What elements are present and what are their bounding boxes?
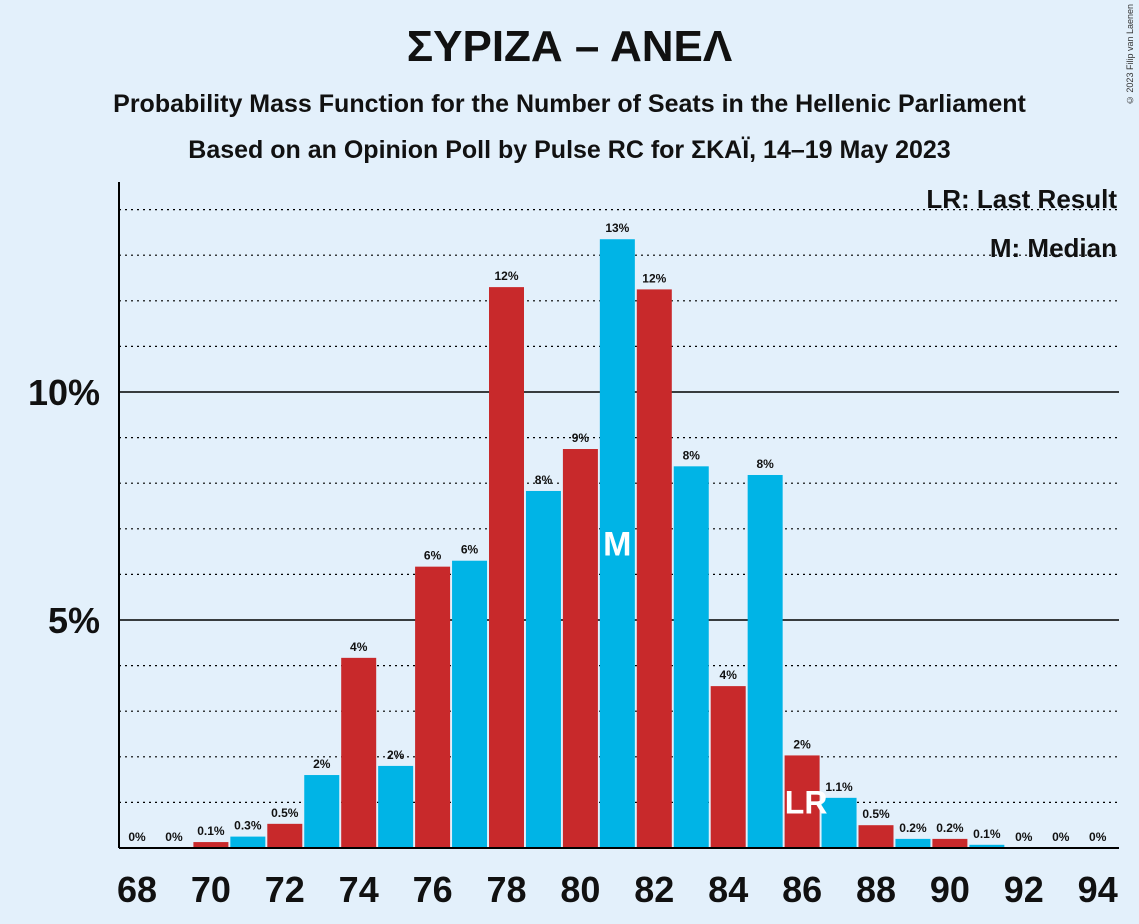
legend-last-result: LR: Last Result <box>926 184 1117 214</box>
axes: 5% 10% 68 70 72 74 76 78 80 82 84 86 88 90 92 94 <box>28 182 1119 910</box>
chart-subtitle: Probability Mass Function for the Number… <box>113 90 1026 118</box>
x-tick-label: 82 <box>634 869 674 910</box>
bar-80 <box>562 449 598 848</box>
data-label-94: 0% <box>1089 830 1107 844</box>
legend-median: M: Median <box>989 233 1117 263</box>
bar-74 <box>341 657 377 848</box>
bar-70 <box>193 842 229 848</box>
data-label-92: 0% <box>1015 830 1033 844</box>
data-label-85: 8% <box>756 457 774 471</box>
data-label-88: 0.5% <box>862 807 890 821</box>
last-result-marker: LR <box>785 785 828 821</box>
data-label-74: 4% <box>350 640 368 654</box>
x-tick-label: 80 <box>560 869 600 910</box>
x-tick-label: 88 <box>856 869 896 910</box>
bar-89 <box>895 838 931 848</box>
data-label-87: 1.1% <box>825 780 853 794</box>
x-tick-label: 72 <box>265 869 305 910</box>
bar-86 <box>784 755 820 848</box>
x-tick-label: 94 <box>1078 869 1118 910</box>
data-label-78: 12% <box>494 269 518 283</box>
data-label-93: 0% <box>1052 830 1070 844</box>
bar-90 <box>932 838 968 848</box>
bar-78 <box>489 287 524 848</box>
data-label-69: 0% <box>165 830 183 844</box>
x-tick-label: 68 <box>117 869 157 910</box>
data-label-80: 9% <box>572 431 590 445</box>
bar-77 <box>452 560 488 848</box>
bar-83 <box>673 466 709 848</box>
x-tick-label: 74 <box>339 869 379 910</box>
x-tick-label: 84 <box>708 869 748 910</box>
chart-title: ΣΥΡΙΖΑ – ΑΝΕΛ <box>406 22 733 71</box>
data-label-79: 8% <box>535 473 553 487</box>
data-label-90: 0.2% <box>936 821 964 835</box>
data-label-84: 4% <box>720 668 738 682</box>
bar-73 <box>304 775 340 848</box>
data-label-76: 6% <box>424 549 442 563</box>
bar-71 <box>230 836 266 848</box>
x-tick-label: 86 <box>782 869 822 910</box>
y-tick-label: 10% <box>28 372 100 413</box>
data-label-86: 2% <box>793 737 811 751</box>
y-tick-label: 5% <box>48 600 100 641</box>
data-label-71: 0.3% <box>234 819 262 833</box>
data-label-89: 0.2% <box>899 821 927 835</box>
bar-82 <box>636 289 672 848</box>
data-label-91: 0.1% <box>973 827 1001 841</box>
x-tick-label: 78 <box>486 869 526 910</box>
data-label-73: 2% <box>313 757 331 771</box>
data-label-72: 0.5% <box>271 806 299 820</box>
chart-subtitle-source: Based on an Opinion Poll by Pulse RC for… <box>188 136 951 164</box>
x-tick-label: 76 <box>413 869 453 910</box>
bar-76 <box>415 566 451 848</box>
bar-91 <box>969 844 1005 848</box>
bars-group <box>193 239 1005 849</box>
data-label-68: 0% <box>128 830 146 844</box>
median-marker: M <box>603 526 631 564</box>
bar-84 <box>710 686 746 848</box>
bar-87 <box>821 797 857 848</box>
labels-group: 0% 0% 0.1% 0.3% 0.5% 2% 4% 2% 6% 6% 12% 8% 9% 13% 12% 8… <box>128 221 1106 844</box>
x-tick-label: 92 <box>1004 869 1044 910</box>
x-tick-label: 70 <box>191 869 231 910</box>
bar-72 <box>267 823 303 848</box>
data-label-70: 0.1% <box>197 824 225 838</box>
bar-75 <box>378 765 414 848</box>
bar-81 <box>599 239 635 849</box>
data-label-77: 6% <box>461 543 479 557</box>
bar-88 <box>858 825 894 848</box>
x-tick-label: 90 <box>930 869 970 910</box>
bar-79 <box>525 490 561 848</box>
data-label-81: 13% <box>605 221 629 235</box>
bar-85 <box>747 474 783 848</box>
data-label-82: 12% <box>642 271 666 285</box>
data-label-75: 2% <box>387 748 405 762</box>
data-label-83: 8% <box>683 448 701 462</box>
